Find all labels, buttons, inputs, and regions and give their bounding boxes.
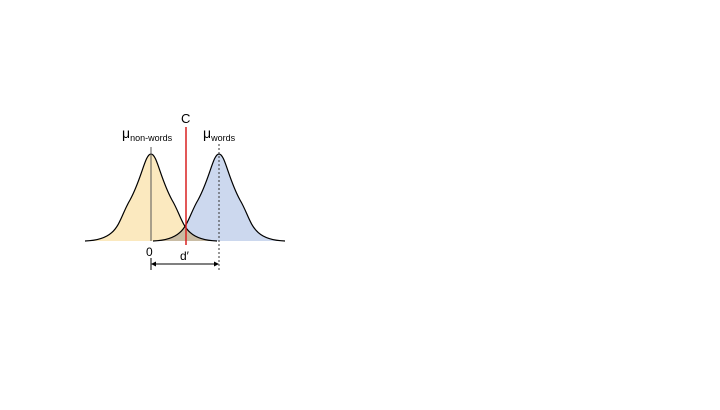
zero-label: 0 <box>146 245 153 259</box>
dprime-label: d′ <box>180 249 189 263</box>
nonwords-subscript: non-words <box>130 133 173 143</box>
dprime-arrowhead-left <box>151 261 156 267</box>
criterion-label: C <box>181 111 191 126</box>
mu-symbol: μ <box>203 125 212 141</box>
nonwords-mean-label: μnon-words <box>122 126 172 143</box>
words-subscript: words <box>211 133 236 143</box>
words-mean-label: μwords <box>203 126 235 143</box>
dprime-arrowhead-right <box>214 261 219 267</box>
mu-symbol: μ <box>122 125 131 141</box>
